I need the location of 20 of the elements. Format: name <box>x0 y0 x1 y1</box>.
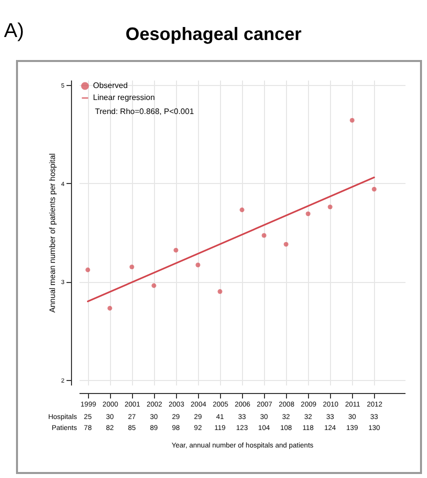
chart-title: Oesophageal cancer <box>125 24 302 44</box>
legend-label: Linear regression <box>93 93 155 102</box>
point <box>306 211 310 216</box>
point <box>85 268 90 272</box>
y-axis-title: Annual mean number of patients per hospital <box>48 153 58 313</box>
point <box>107 306 112 311</box>
point <box>240 208 244 212</box>
point <box>196 262 200 268</box>
text: A) <box>4 20 24 43</box>
point <box>284 242 288 247</box>
point <box>262 233 266 238</box>
point <box>328 204 332 210</box>
point <box>174 248 178 253</box>
legend-label: Observed <box>93 81 128 90</box>
annotation: Trend: Rho=0.868, P<0.001 <box>95 107 194 116</box>
point <box>350 118 354 123</box>
point <box>130 264 134 270</box>
point <box>218 289 222 294</box>
point <box>372 186 377 192</box>
point <box>152 283 156 288</box>
